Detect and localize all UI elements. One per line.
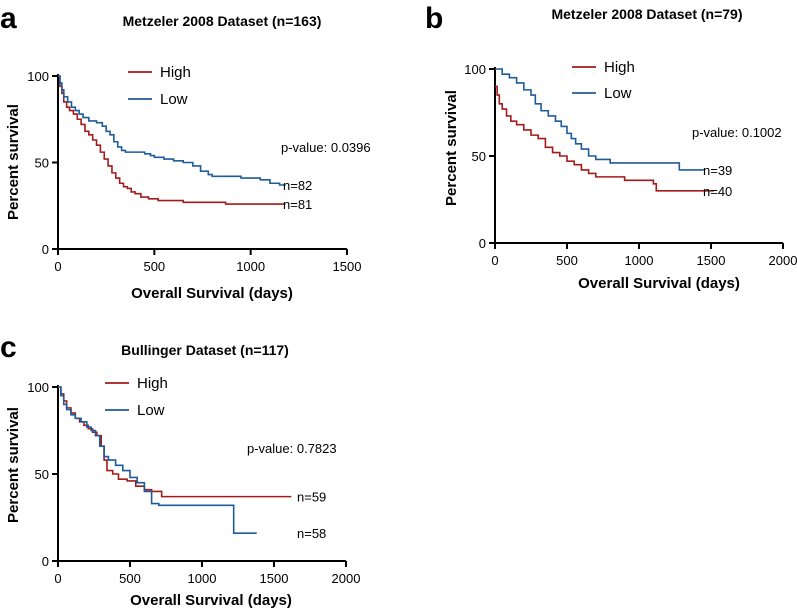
y-tick-label: 50 <box>35 156 49 171</box>
survival-curve-low <box>495 68 704 171</box>
n-label-low: n=82 <box>283 178 312 193</box>
x-axis-label: Overall Survival (days) <box>130 592 292 609</box>
x-tick-label: 500 <box>119 571 141 586</box>
panel-letter: b <box>425 2 443 35</box>
chart-title: Metzeler 2008 Dataset (n=79) <box>551 6 742 22</box>
n-label-low: n=39 <box>703 163 732 178</box>
p-value-annotation: p-value: 0.0396 <box>281 140 371 155</box>
x-tick-label: 2000 <box>769 253 797 268</box>
x-axis-label: Overall Survival (days) <box>131 285 293 302</box>
x-tick-label: 1500 <box>333 259 362 274</box>
x-tick-label: 500 <box>143 259 165 274</box>
x-tick-label: 2000 <box>332 571 361 586</box>
x-axis-label: Overall Survival (days) <box>578 275 740 292</box>
n-label-high: n=40 <box>703 184 732 199</box>
y-tick-label: 100 <box>27 380 49 395</box>
x-tick-label: 1500 <box>697 253 726 268</box>
legend-label-low: Low <box>160 91 188 108</box>
x-tick-label: 1000 <box>188 571 217 586</box>
legend-label-high: High <box>160 64 191 81</box>
panel-letter: a <box>0 2 17 35</box>
y-tick-label: 50 <box>472 149 486 164</box>
x-tick-label: 1000 <box>625 253 654 268</box>
y-tick-label: 0 <box>479 236 486 251</box>
x-tick-label: 1500 <box>260 571 289 586</box>
x-tick-label: 0 <box>54 259 61 274</box>
survival-curve-low <box>58 75 286 186</box>
y-axis-label: Percent survival <box>5 104 22 220</box>
y-tick-label: 0 <box>42 554 49 569</box>
n-label-high: n=81 <box>283 197 312 212</box>
legend-label-high: High <box>604 59 635 76</box>
survival-curve-high <box>58 75 286 205</box>
panel-letter: c <box>0 331 17 364</box>
y-tick-label: 50 <box>35 467 49 482</box>
y-axis-label: Percent survival <box>5 407 22 523</box>
legend-label-low: Low <box>604 85 632 102</box>
x-tick-label: 0 <box>491 253 498 268</box>
chart-title: Bullinger Dataset (n=117) <box>121 342 289 358</box>
p-value-annotation: p-value: 0.1002 <box>692 125 782 140</box>
p-value-annotation: p-value: 0.7823 <box>247 441 337 456</box>
y-axis-label: Percent survival <box>443 90 460 206</box>
y-tick-label: 0 <box>42 242 49 257</box>
x-tick-label: 0 <box>54 571 61 586</box>
y-tick-label: 100 <box>27 69 49 84</box>
y-tick-label: 100 <box>464 62 486 77</box>
n-label-high: n=59 <box>297 490 326 505</box>
survival-curve-high <box>495 85 714 192</box>
legend-label-low: Low <box>137 402 165 419</box>
survival-curve-low <box>58 386 257 534</box>
x-tick-label: 500 <box>556 253 578 268</box>
legend-label-high: High <box>137 375 168 392</box>
n-label-low: n=58 <box>297 526 326 541</box>
chart-title: Metzeler 2008 Dataset (n=163) <box>123 13 322 29</box>
x-tick-label: 1000 <box>236 259 265 274</box>
